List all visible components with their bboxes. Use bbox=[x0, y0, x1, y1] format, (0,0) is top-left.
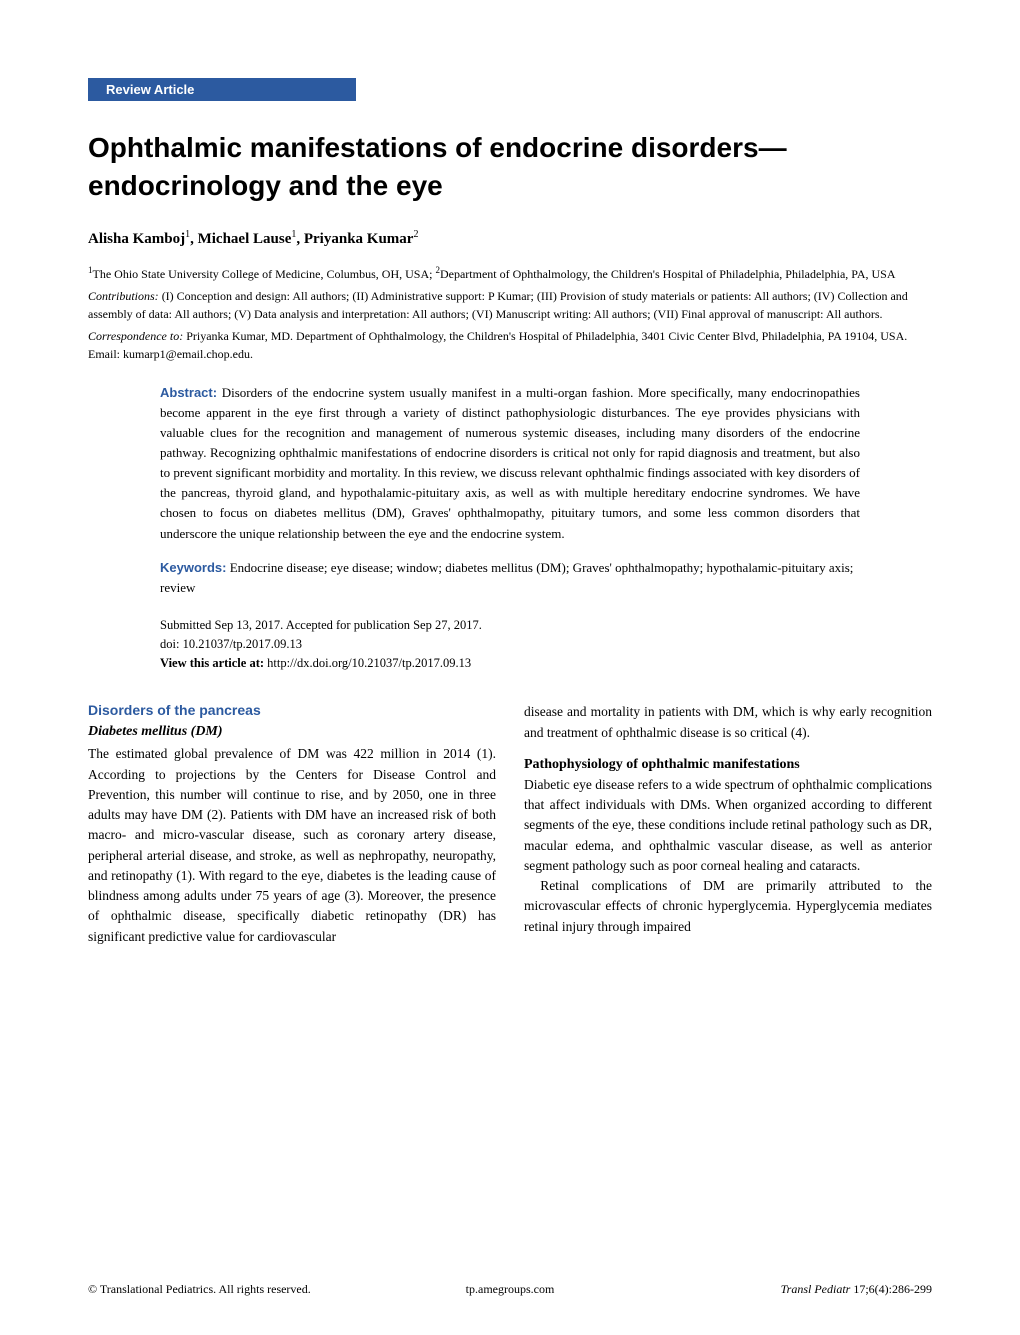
affiliations: 1The Ohio State University College of Me… bbox=[88, 264, 932, 283]
footer-left: © Translational Pediatrics. All rights r… bbox=[88, 1282, 311, 1297]
keywords-text: Endocrine disease; eye disease; window; … bbox=[160, 560, 853, 595]
keywords-block: Keywords: Endocrine disease; eye disease… bbox=[88, 558, 932, 598]
patho-para1: Diabetic eye disease refers to a wide sp… bbox=[524, 775, 932, 876]
page-footer: © Translational Pediatrics. All rights r… bbox=[88, 1282, 932, 1297]
keywords-label: Keywords: bbox=[160, 560, 226, 575]
column-left: Disorders of the pancreas Diabetes melli… bbox=[88, 702, 496, 947]
view-url[interactable]: http://dx.doi.org/10.21037/tp.2017.09.13 bbox=[267, 656, 471, 670]
footer-right: Transl Pediatr 17;6(4):286-299 bbox=[781, 1282, 932, 1297]
abstract-label: Abstract: bbox=[160, 385, 217, 400]
abstract-text: Disorders of the endocrine system usuall… bbox=[160, 385, 860, 541]
doi-line: doi: 10.21037/tp.2017.09.13 bbox=[160, 635, 860, 654]
meta-block: Submitted Sep 13, 2017. Accepted for pub… bbox=[88, 616, 932, 672]
contributions: Contributions: (I) Conception and design… bbox=[88, 287, 932, 323]
review-article-badge: Review Article bbox=[88, 78, 356, 101]
patho-para2: Retinal complications of DM are primaril… bbox=[524, 876, 932, 937]
column-right: disease and mortality in patients with D… bbox=[524, 702, 932, 947]
pathophys-heading: Pathophysiology of ophthalmic manifestat… bbox=[524, 757, 932, 773]
article-title: Ophthalmic manifestations of endocrine d… bbox=[88, 129, 932, 205]
abstract-block: Abstract: Disorders of the endocrine sys… bbox=[88, 383, 932, 544]
col2-para1: disease and mortality in patients with D… bbox=[524, 702, 932, 743]
view-label: View this article at: bbox=[160, 656, 264, 670]
subsection-heading-dm: Diabetes mellitus (DM) bbox=[88, 724, 496, 740]
body-columns: Disorders of the pancreas Diabetes melli… bbox=[88, 702, 932, 947]
submitted-line: Submitted Sep 13, 2017. Accepted for pub… bbox=[160, 616, 860, 635]
authors-line: Alisha Kamboj1, Michael Lause1, Priyanka… bbox=[88, 229, 932, 248]
correspondence: Correspondence to: Priyanka Kumar, MD. D… bbox=[88, 327, 932, 363]
dm-paragraph: The estimated global prevalence of DM wa… bbox=[88, 744, 496, 947]
footer-center: tp.amegroups.com bbox=[466, 1282, 555, 1297]
section-heading-pancreas: Disorders of the pancreas bbox=[88, 702, 496, 718]
